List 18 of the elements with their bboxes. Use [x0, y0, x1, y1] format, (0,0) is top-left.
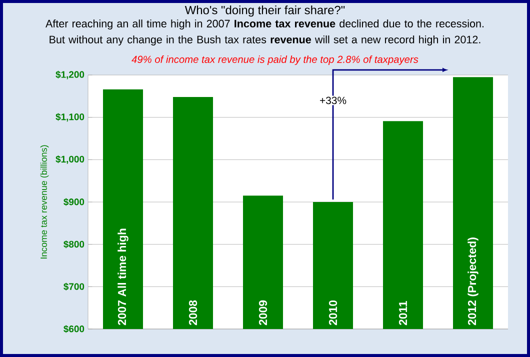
y-tick-label: $700 [64, 282, 84, 291]
x-tick-label: 2009 [258, 300, 268, 326]
y-tick-label: $600 [64, 325, 84, 333]
y-tick-label: $1,000 [56, 155, 84, 164]
annotation: +33% [320, 96, 346, 104]
y-axis-title: Income tax revenue (billions) [40, 145, 49, 258]
chart-title: Who's "doing their fair share?" [184, 6, 345, 17]
text: After reaching an all time high in 2007 Income tax revenue declined due to the recession. But without any change in the Bush tax rates revenue will set a new record high in 2012. [46, 20, 484, 46]
y-tick-label: $900 [64, 198, 84, 206]
x-tick-label: 2011 [398, 300, 408, 326]
y-tick-label: $1,200 [56, 70, 84, 80]
x-tick-label: 2012 (Projected) [468, 238, 478, 326]
y-tick-label: $800 [64, 240, 84, 248]
x-tick-label: 2008 [188, 300, 198, 326]
x-tick-label: 2010 [328, 300, 338, 326]
y-tick-label: $1,100 [56, 113, 84, 122]
x-tick-label: 2007 All time high [118, 228, 128, 326]
text: 49% of income tax revenue is paid by the top 2.8% of taxpayers [132, 56, 418, 65]
